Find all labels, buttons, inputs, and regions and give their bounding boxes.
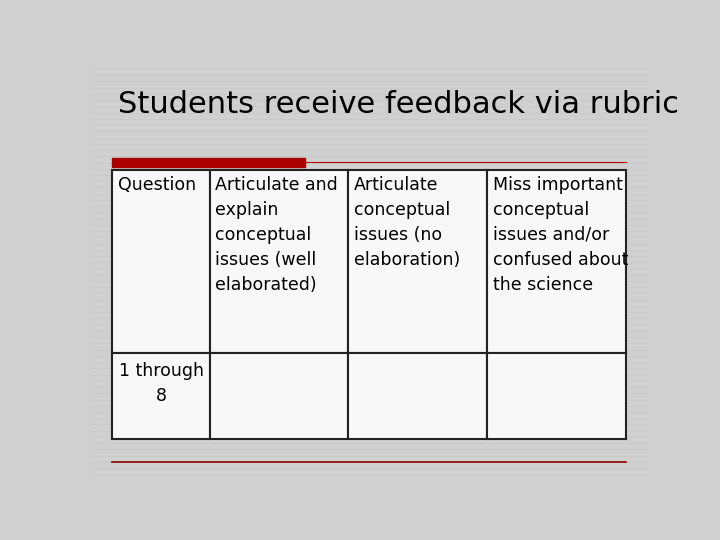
Bar xyxy=(487,170,626,353)
Text: Students receive feedback via rubric: Students receive feedback via rubric xyxy=(118,90,679,119)
Text: Question: Question xyxy=(118,176,196,194)
Bar xyxy=(348,170,487,353)
Bar xyxy=(112,170,210,353)
Bar xyxy=(210,170,348,353)
Bar xyxy=(112,158,305,167)
Text: Articulate and
explain
conceptual
issues (well
elaborated): Articulate and explain conceptual issues… xyxy=(215,176,338,294)
Text: Miss important
conceptual
issues and/or
confused about
the science: Miss important conceptual issues and/or … xyxy=(492,176,628,294)
Bar xyxy=(210,353,348,439)
Text: 1 through
8: 1 through 8 xyxy=(119,362,204,405)
Bar xyxy=(348,353,487,439)
Text: Articulate
conceptual
issues (no
elaboration): Articulate conceptual issues (no elabora… xyxy=(354,176,460,269)
Bar xyxy=(487,353,626,439)
Bar xyxy=(112,353,210,439)
